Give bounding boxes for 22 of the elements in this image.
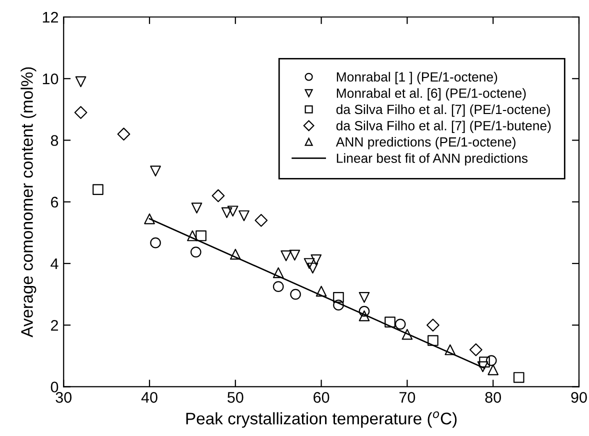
y-tick-label: 10 bbox=[42, 73, 58, 84]
legend-label: Linear best fit of ANN predictions bbox=[336, 153, 528, 166]
x-tick-label: 50 bbox=[228, 392, 244, 403]
legend-label: Monrabal et al. [6] (PE/1-octene) bbox=[336, 88, 526, 100]
x-tick-label: 80 bbox=[485, 392, 501, 403]
legend-label: da Silva Filho et al. [7] (PE/1-octene) bbox=[336, 104, 550, 117]
y-tick-label: 2 bbox=[51, 320, 58, 331]
x-axis-title: Peak crystallization temperature ($^{o}$C) bbox=[186, 411, 457, 428]
legend-label: Monrabal [1 ] (PE/1-octene) bbox=[336, 72, 498, 84]
x-tick-label: 90 bbox=[571, 392, 587, 403]
y-tick-label: 6 bbox=[51, 196, 58, 208]
x-tick-label: 60 bbox=[314, 392, 330, 403]
y-tick-label: 12 bbox=[42, 12, 58, 23]
x-tick-label: 70 bbox=[399, 392, 416, 403]
legend-label: ANN predictions (PE/1-octene) bbox=[336, 136, 516, 150]
y-tick-label: 8 bbox=[50, 135, 58, 146]
x-tick-label: 30 bbox=[56, 392, 72, 403]
legend-label: da Silva Filho et al. [7] (PE/1-butene) bbox=[336, 120, 551, 133]
y-axis-title: Average comonomer content (mol%) bbox=[20, 67, 36, 338]
x-tick-label: 40 bbox=[141, 392, 158, 403]
y-tick-label: 0 bbox=[50, 382, 58, 392]
y-tick-label: 4 bbox=[50, 258, 58, 270]
